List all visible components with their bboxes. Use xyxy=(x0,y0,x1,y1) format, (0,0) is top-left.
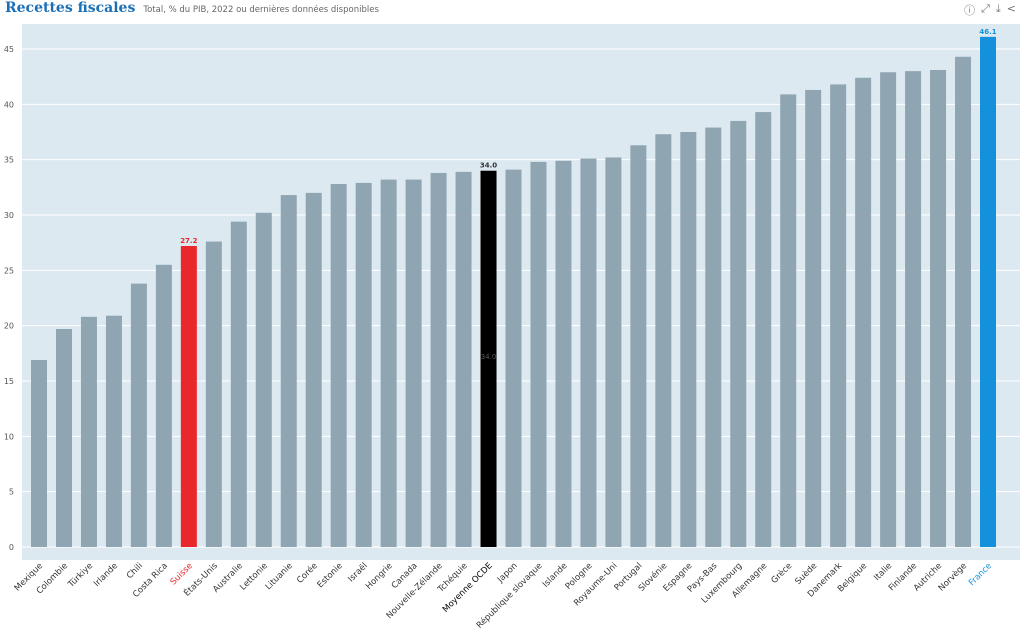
bar xyxy=(505,169,522,548)
y-tick-label: 35 xyxy=(4,156,14,165)
bar xyxy=(655,134,672,548)
x-tick-label: Chili xyxy=(125,561,145,581)
download-icon[interactable]: ⤓ xyxy=(995,2,1001,15)
bar xyxy=(530,161,547,547)
bar xyxy=(480,170,497,547)
bar xyxy=(205,241,222,547)
x-tick-label: Türkiye xyxy=(66,561,95,590)
bar xyxy=(805,89,822,548)
bar xyxy=(430,172,447,548)
bar xyxy=(705,127,722,547)
bar xyxy=(155,264,172,547)
bar xyxy=(555,160,572,548)
x-tick-label: Grèce xyxy=(769,560,794,585)
chart-header: Recettes fiscales Total, % du PIB, 2022 … xyxy=(5,0,379,20)
bar xyxy=(855,77,872,548)
bar xyxy=(31,359,47,547)
bar xyxy=(380,179,397,547)
chart-title: Recettes fiscales xyxy=(5,0,136,16)
x-tick-label: Lituanie xyxy=(264,561,295,592)
bar xyxy=(630,145,647,547)
y-tick-label: 0 xyxy=(9,543,14,552)
y-tick-label: 45 xyxy=(4,45,14,54)
bar xyxy=(955,56,972,547)
bar xyxy=(180,245,197,547)
bar xyxy=(580,158,597,547)
bar xyxy=(755,112,772,547)
y-tick-label: 20 xyxy=(4,322,14,331)
bar xyxy=(780,94,797,547)
bar xyxy=(455,171,472,547)
bar xyxy=(405,179,422,547)
bar xyxy=(680,132,697,547)
fullscreen-icon[interactable]: ⤢ xyxy=(981,2,990,15)
bar xyxy=(55,328,72,547)
data-label: 34.0 xyxy=(480,162,497,170)
bar xyxy=(905,71,922,547)
bar xyxy=(255,212,272,547)
y-tick-label: 5 xyxy=(9,488,14,497)
bar xyxy=(930,70,947,547)
bar xyxy=(880,72,897,548)
y-tick-label: 25 xyxy=(4,266,14,275)
bar xyxy=(980,36,996,548)
x-tick-label: France xyxy=(967,561,994,588)
x-tick-label: Estonie xyxy=(316,561,345,590)
bar xyxy=(330,184,347,547)
x-tick-label: Irlande xyxy=(92,561,120,589)
bar xyxy=(730,120,747,547)
data-label-inner: 34.0 xyxy=(481,353,497,361)
info-icon[interactable]: ⓘ xyxy=(964,4,976,17)
x-tick-label: Hongrie xyxy=(364,561,395,592)
x-tick-label: Israël xyxy=(346,561,370,585)
bar xyxy=(355,182,372,547)
y-tick-label: 15 xyxy=(4,377,14,386)
bar xyxy=(105,315,122,547)
chart-subtitle: Total, % du PIB, 2022 ou dernières donné… xyxy=(143,5,379,15)
bar xyxy=(305,192,322,547)
y-tick-label: 30 xyxy=(4,211,14,220)
bar xyxy=(830,84,847,547)
x-tick-label: Italie xyxy=(872,561,894,583)
data-label: 46.1 xyxy=(979,28,996,36)
y-tick-label: 10 xyxy=(4,432,14,441)
y-tick-label: 40 xyxy=(4,100,14,109)
bar xyxy=(130,283,147,547)
data-label: 27.2 xyxy=(180,237,197,245)
bar xyxy=(230,221,247,547)
bar xyxy=(80,316,97,547)
toolbar: ⓘ ⤢ ⤓ < xyxy=(964,2,1016,18)
share-icon[interactable]: < xyxy=(1006,2,1016,15)
bar xyxy=(605,157,622,547)
bar xyxy=(280,195,297,547)
